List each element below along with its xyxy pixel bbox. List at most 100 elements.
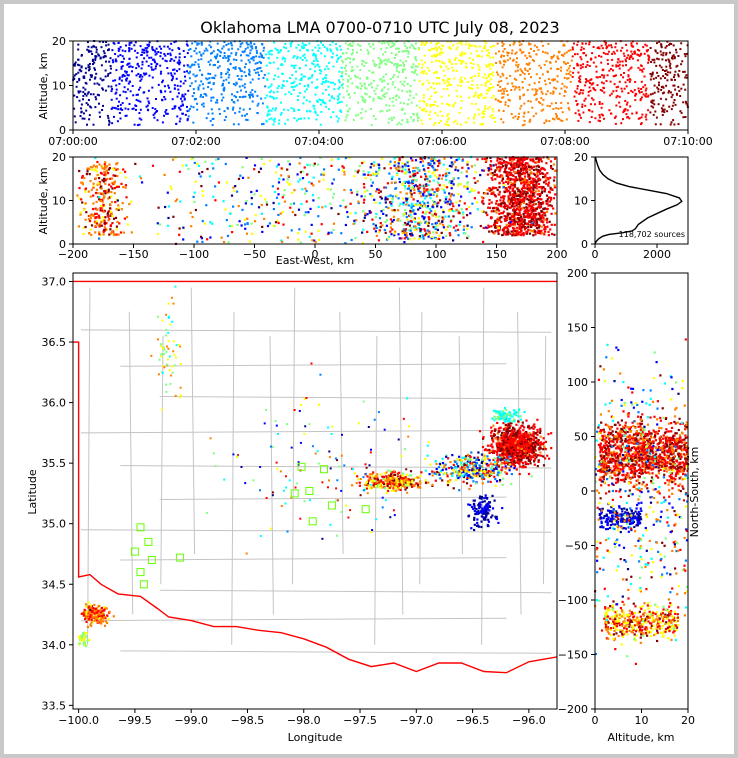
lightning-source (475, 45, 478, 48)
lightning-source (626, 79, 629, 81)
lightning-source (421, 160, 424, 163)
lightning-source (393, 164, 396, 167)
lightning-source (508, 157, 511, 160)
lightning-source (524, 157, 527, 160)
lightning-source (405, 60, 408, 63)
lightning-source (651, 102, 654, 105)
lightning-source (129, 65, 132, 68)
lightning-source (84, 67, 87, 70)
lightning-source (603, 91, 606, 94)
lightning-source (418, 192, 421, 195)
ew-height-sources (76, 155, 558, 245)
lightning-source (547, 42, 550, 45)
lightning-source (510, 113, 513, 115)
lightning-source (511, 174, 514, 177)
lightning-source (287, 160, 290, 163)
lightning-source (679, 95, 682, 97)
lightning-source (454, 166, 458, 169)
lightning-source (200, 93, 202, 96)
lightning-source (422, 164, 425, 167)
lightning-source (111, 59, 114, 62)
lightning-source (197, 42, 200, 45)
lightning-source (368, 42, 371, 45)
lightning-source (398, 158, 401, 162)
lightning-source (578, 93, 581, 95)
lightning-source (193, 200, 196, 203)
lightning-source (247, 43, 250, 46)
lightning-source (459, 78, 462, 81)
lightning-source (428, 211, 431, 214)
lightning-source (109, 210, 113, 213)
lightning-source (464, 232, 467, 235)
lightning-source (477, 72, 480, 75)
lightning-source (494, 219, 497, 223)
lightning-source (211, 51, 214, 54)
lightning-source (471, 84, 474, 86)
lightning-source (118, 112, 121, 114)
lightning-source (440, 48, 443, 51)
lightning-source (234, 84, 237, 87)
lightning-source (537, 164, 540, 167)
lightning-source (148, 56, 151, 59)
lightning-source (448, 192, 451, 195)
lightning-source (468, 44, 471, 47)
lightning-source (640, 69, 643, 72)
lightning-source (580, 116, 582, 119)
lightning-source (408, 224, 411, 227)
lightning-source (262, 162, 265, 166)
lightning-source (76, 80, 79, 83)
lightning-source (522, 168, 526, 171)
lightning-source (329, 81, 332, 84)
lightning-source (154, 53, 157, 56)
lightning-source (110, 200, 113, 204)
lightning-source (297, 43, 300, 46)
lightning-source (455, 63, 458, 65)
lightning-source (636, 53, 639, 56)
lightning-source (590, 116, 593, 119)
lightning-source (548, 191, 551, 194)
lightning-source (120, 61, 123, 63)
lightning-source (599, 120, 601, 123)
lightning-source (209, 236, 212, 239)
lightning-source (82, 94, 85, 97)
lightning-source (300, 45, 303, 48)
lightning-source (391, 41, 394, 44)
lightning-source (663, 111, 666, 114)
lightning-source (403, 180, 406, 183)
lightning-source (467, 47, 470, 50)
lightning-source (341, 72, 344, 75)
lightning-source (640, 64, 642, 67)
lightning-source (547, 230, 550, 234)
lightning-source (536, 170, 539, 173)
lightning-source (548, 105, 551, 108)
lightning-source (685, 76, 688, 79)
lightning-source (515, 220, 518, 223)
lightning-source (441, 115, 444, 117)
lightning-source (84, 218, 87, 221)
lightning-source (143, 73, 146, 76)
lightning-source (446, 186, 449, 189)
lightning-source (511, 202, 514, 205)
lightning-source (221, 47, 224, 50)
lightning-source (438, 53, 441, 56)
lightning-source (519, 228, 523, 231)
lightning-source (128, 103, 131, 105)
lightning-source (138, 117, 141, 120)
lightning-source (269, 95, 271, 98)
lightning-source (552, 79, 555, 82)
lightning-source (466, 187, 469, 190)
lightning-source (99, 209, 102, 212)
lightning-source (400, 237, 403, 240)
lightning-source (389, 167, 392, 170)
lightning-source (473, 74, 476, 77)
lightning-source (81, 175, 84, 178)
lightning-source (425, 189, 428, 192)
lightning-source (134, 41, 137, 44)
lightning-source (398, 96, 401, 99)
lightning-source (480, 94, 483, 97)
lightning-source (395, 94, 398, 97)
lightning-source (78, 64, 81, 67)
lightning-source (115, 198, 118, 201)
lightning-source (121, 74, 124, 77)
lightning-source (422, 189, 426, 192)
